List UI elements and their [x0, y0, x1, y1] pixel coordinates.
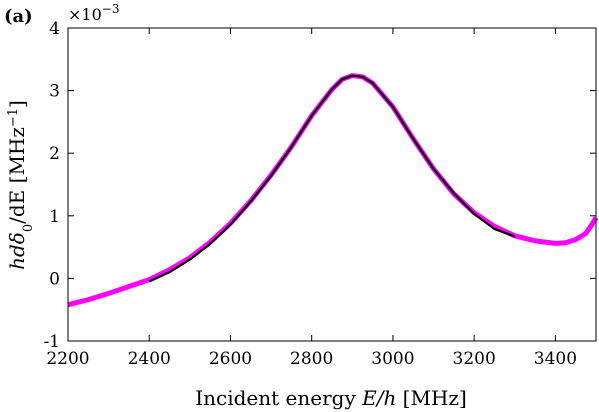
- y-tick-label-4: 3: [49, 82, 60, 102]
- x-axis-label-math: E/h: [361, 386, 396, 410]
- y-tick-label-5: 4: [49, 19, 60, 39]
- y-axis-label-end: ]: [5, 100, 29, 108]
- x-tick-label-4: 3000: [371, 349, 414, 369]
- y-axis-label-text: hdδ: [5, 232, 29, 270]
- y-tick-label-1: 0: [49, 269, 60, 289]
- y-tick-label-3: 2: [49, 144, 60, 164]
- y-tick-label-0: -1: [43, 332, 60, 352]
- y-axis-multiplier: ×10−3: [68, 2, 119, 24]
- y-axis-label-subscript: 0: [21, 224, 36, 232]
- y-axis-label: hdδ0/dE [MHz−1]: [5, 100, 36, 270]
- y-axis-label-rest: /dE [MHz: [5, 127, 29, 224]
- x-axis-label-text: Incident energy: [195, 386, 362, 410]
- y-tick-label-2: 1: [49, 207, 60, 227]
- axes-box: [67, 27, 597, 342]
- axes: 2200 2400 2600 2800 3000 3200 3400 -1 0 1 2 3 4: [43, 19, 597, 369]
- x-tick-label-3: 2800: [290, 349, 333, 369]
- x-axis-label-unit: [MHz]: [396, 386, 466, 410]
- y-multiplier-base: ×10: [68, 5, 102, 24]
- series-line-1: [148, 74, 516, 283]
- panel-label: (a): [4, 6, 33, 27]
- x-tick-label-6: 3400: [534, 349, 577, 369]
- y-axis-label-superscript: −1: [6, 108, 21, 127]
- x-tick-label-0: 2200: [46, 349, 89, 369]
- x-tick-label-2: 2600: [209, 349, 252, 369]
- y-multiplier-exponent: −3: [102, 2, 120, 16]
- x-tick-label-5: 3200: [453, 349, 496, 369]
- x-axis-label: Incident energy E/h [MHz]: [195, 386, 467, 410]
- plot-area: [67, 73, 599, 308]
- x-tick-label-1: 2400: [128, 349, 171, 369]
